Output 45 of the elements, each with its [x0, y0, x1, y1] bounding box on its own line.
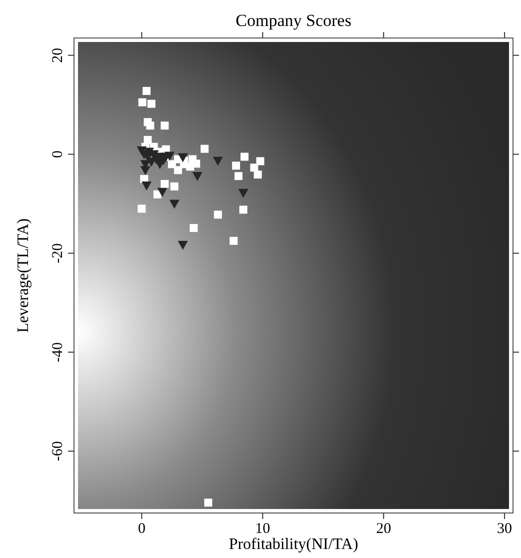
point: [254, 170, 262, 179]
point: [250, 164, 258, 172]
point: [170, 182, 178, 190]
x-tick-label: 10: [255, 521, 270, 537]
point: [178, 240, 188, 250]
point: [160, 180, 169, 188]
x-tick-label: 20: [376, 521, 392, 537]
point: [230, 236, 238, 245]
y-tick-label: 20: [50, 48, 66, 63]
point: [142, 86, 151, 95]
point: [160, 122, 169, 130]
point: [169, 200, 180, 209]
point: [256, 157, 264, 166]
point: [212, 156, 223, 166]
point: [142, 181, 152, 190]
y-tick-label: 0: [50, 150, 66, 158]
x-tick-label: 0: [138, 521, 146, 537]
point: [147, 100, 156, 108]
point: [239, 206, 248, 214]
x-axis-title: Profitability(NI/TA): [228, 536, 358, 553]
point: [192, 172, 202, 182]
point: [157, 188, 168, 197]
y-tick-label: -20: [50, 243, 66, 264]
point: [178, 153, 188, 162]
y-tick-label: -40: [50, 342, 66, 362]
point: [138, 98, 146, 106]
point: [238, 188, 248, 198]
point: [188, 155, 197, 164]
point: [140, 166, 150, 176]
chart-title: Company Scores: [236, 11, 352, 30]
point: [190, 224, 198, 232]
point: [240, 152, 249, 161]
point: [164, 152, 175, 161]
point: [234, 172, 242, 180]
point: [204, 498, 212, 507]
y-tick-label: -60: [50, 441, 66, 462]
point: [168, 160, 176, 168]
point: [138, 204, 146, 213]
point: [146, 122, 154, 130]
point: [136, 146, 147, 156]
point: [214, 210, 222, 219]
y-axis-title: Leverage(TL/TA): [15, 218, 32, 333]
x-tick-label: 30: [497, 521, 512, 537]
point: [232, 162, 240, 170]
point: [200, 144, 209, 153]
